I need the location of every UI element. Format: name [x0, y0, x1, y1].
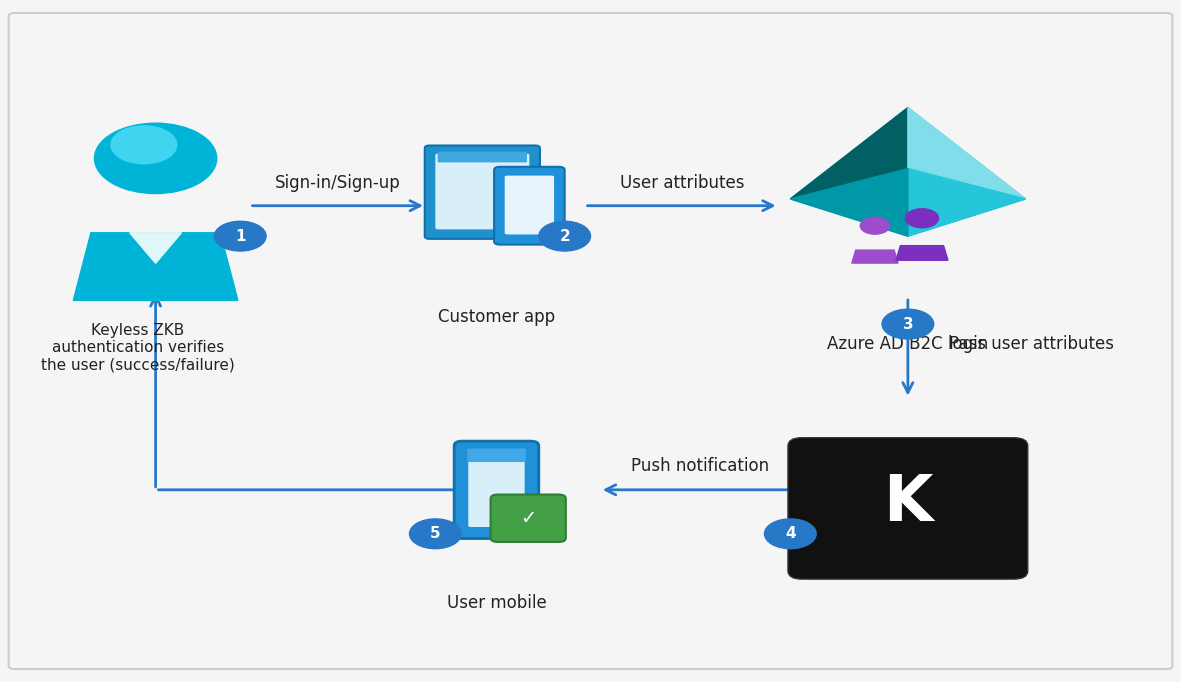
Polygon shape: [790, 168, 908, 236]
Text: Pass user attributes: Pass user attributes: [950, 336, 1114, 353]
FancyBboxPatch shape: [438, 151, 527, 162]
Circle shape: [215, 221, 266, 251]
FancyBboxPatch shape: [436, 153, 529, 229]
Polygon shape: [896, 246, 948, 261]
Polygon shape: [908, 108, 1025, 199]
Text: 2: 2: [560, 228, 570, 243]
Text: 3: 3: [902, 316, 913, 331]
FancyBboxPatch shape: [455, 441, 539, 539]
FancyBboxPatch shape: [425, 145, 540, 239]
Text: ✓: ✓: [520, 509, 536, 528]
Polygon shape: [130, 233, 182, 263]
Polygon shape: [790, 108, 908, 199]
Text: K: K: [883, 473, 933, 534]
Text: Customer app: Customer app: [438, 308, 555, 326]
Circle shape: [882, 309, 934, 339]
Polygon shape: [908, 168, 1025, 236]
Text: User attributes: User attributes: [620, 174, 744, 192]
Circle shape: [111, 126, 177, 164]
Text: 1: 1: [235, 228, 246, 243]
Text: Sign-in/Sign-up: Sign-in/Sign-up: [275, 174, 400, 192]
FancyBboxPatch shape: [490, 494, 566, 542]
Text: Keyless ZKB
authentication verifies
the user (success/failure): Keyless ZKB authentication verifies the …: [41, 323, 235, 372]
Circle shape: [94, 123, 216, 194]
Text: User mobile: User mobile: [446, 595, 547, 612]
Text: 5: 5: [430, 527, 441, 542]
FancyBboxPatch shape: [788, 438, 1027, 579]
Circle shape: [860, 218, 889, 234]
FancyBboxPatch shape: [504, 175, 554, 235]
Text: Azure AD B2C login: Azure AD B2C login: [827, 336, 988, 353]
FancyBboxPatch shape: [468, 451, 524, 527]
Circle shape: [410, 519, 462, 548]
Polygon shape: [852, 250, 898, 263]
FancyBboxPatch shape: [494, 167, 565, 245]
Text: 4: 4: [785, 527, 796, 542]
Circle shape: [764, 519, 816, 548]
FancyBboxPatch shape: [466, 449, 526, 462]
Polygon shape: [790, 108, 1025, 236]
Circle shape: [906, 209, 939, 228]
Polygon shape: [73, 233, 237, 300]
Circle shape: [539, 221, 590, 251]
Text: Push notification: Push notification: [631, 457, 769, 475]
